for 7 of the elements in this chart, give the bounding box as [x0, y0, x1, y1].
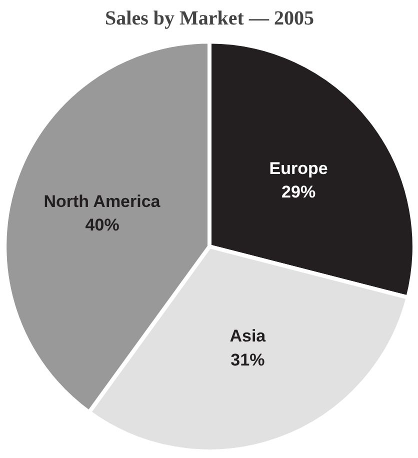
slice-label: North America [44, 192, 161, 211]
data-label: 29% [282, 182, 316, 202]
slice-label: Europe [269, 158, 328, 178]
data-label: 40% [85, 216, 120, 235]
data-label: 31% [230, 350, 265, 370]
chart-title: Sales by Market — 2005 [105, 8, 314, 30]
slice-label: Asia [230, 326, 266, 346]
